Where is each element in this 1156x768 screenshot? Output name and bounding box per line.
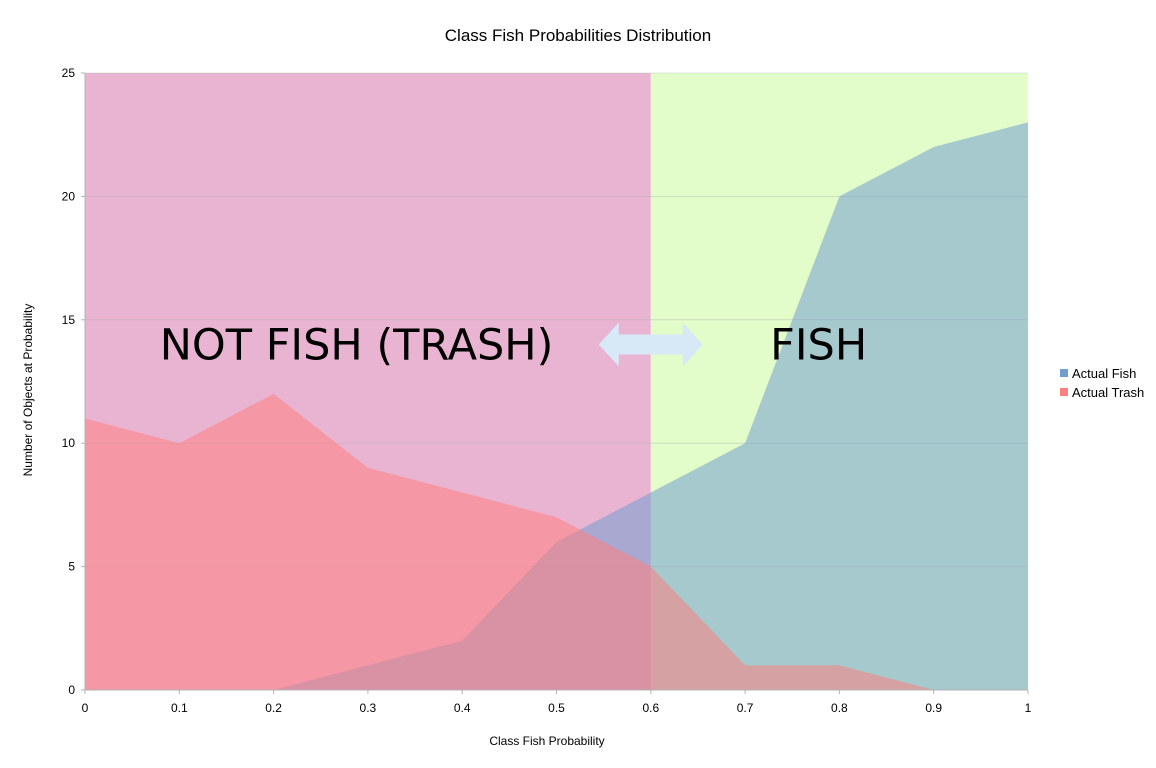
x-tick-label-5: 0.5 [548, 701, 565, 715]
plot-area: NOT FISH (TRASH) FISH 0 0.1 0.2 0.3 0.4 0.5 0.6 0… [62, 66, 1032, 715]
x-tick-label-2: 0.2 [265, 701, 282, 715]
y-tick-label-3: 15 [62, 313, 76, 327]
y-tick-label-1: 5 [68, 560, 75, 574]
region-label-2: FISH [770, 320, 867, 370]
y-tick-label-0: 0 [68, 683, 75, 697]
x-tick-label-7: 0.7 [737, 701, 754, 715]
legend-label-1: Actual Fish [1072, 366, 1136, 381]
y-axis-label: Number of Objects at Probability [21, 304, 35, 477]
area-series-1 [85, 122, 1028, 691]
y-tick-label-2: 10 [62, 436, 76, 450]
x-tick-label-9: 0.9 [925, 701, 942, 715]
legend-swatch-1 [1060, 369, 1068, 377]
x-tick-label-1: 0.1 [171, 701, 188, 715]
x-tick-label-3: 0.3 [360, 701, 377, 715]
y-tick-label-5: 25 [62, 66, 76, 80]
legend-label-2: Actual Trash [1072, 385, 1144, 400]
chart-title: Class Fish Probabilities Distribution [445, 26, 711, 45]
region-label-1: NOT FISH (TRASH) [160, 320, 554, 370]
x-tick-label-4: 0.4 [454, 701, 471, 715]
double-arrow-annotation [598, 322, 703, 367]
x-tick-label-10: 1 [1025, 701, 1032, 715]
x-tick-label-0: 0 [82, 701, 89, 715]
legend-swatch-2 [1060, 388, 1068, 396]
x-tick-label-8: 0.8 [831, 701, 848, 715]
x-axis-label: Class Fish Probability [489, 734, 604, 748]
y-tick-label-4: 20 [62, 189, 76, 203]
area-series-2 [85, 393, 1028, 690]
legend: Actual Fish Actual Trash [1060, 366, 1144, 400]
x-tick-label-6: 0.6 [642, 701, 659, 715]
